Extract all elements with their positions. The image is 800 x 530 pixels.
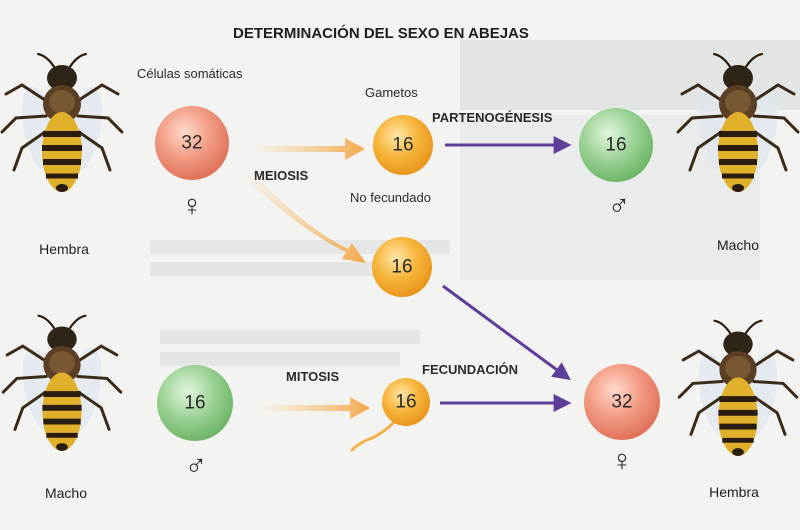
cell-drone-result-count: 16 — [605, 135, 626, 156]
male-symbol-icon: ♂ — [185, 450, 208, 483]
label-fecundacion: FECUNDACIÓN — [422, 362, 518, 377]
bee-female-right-icon — [679, 321, 797, 456]
cell-female-somatic-count: 32 — [181, 133, 202, 154]
cell-egg-unfertilized: 16 — [373, 115, 433, 175]
cell-drone-result: 16 — [579, 108, 653, 182]
label-meiosis: MEIOSIS — [254, 168, 309, 183]
cell-female-result-count: 32 — [611, 392, 632, 413]
arrow-meiosis-to-fertilized-egg — [245, 172, 366, 263]
cell-egg-fertilized: 16 — [372, 237, 432, 297]
arrow-meiosis-to-gamete — [250, 138, 365, 160]
cell-male-somatic-count: 16 — [184, 393, 205, 414]
label-no-fecundado: No fecundado — [350, 190, 431, 205]
cell-egg-fertilized-count: 16 — [391, 257, 412, 278]
cell-egg-unfertilized-count: 16 — [392, 135, 413, 156]
label-mitosis: MITOSIS — [286, 369, 340, 384]
bee-male-left-icon — [3, 316, 121, 451]
cell-sperm-count: 16 — [395, 392, 416, 413]
caption-macho-right: Macho — [717, 237, 759, 253]
cell-sperm: 16 — [382, 378, 430, 426]
sperm-tail — [350, 418, 398, 452]
caption-hembra-left: Hembra — [39, 241, 89, 257]
label-celulas-somaticas: Células somáticas — [137, 66, 243, 81]
arrow-mitosis-to-sperm — [255, 397, 370, 419]
female-symbol-icon: ♀ — [181, 190, 204, 223]
diagram-title: DETERMINACIÓN DEL SEXO EN ABEJAS — [233, 24, 529, 42]
female-symbol-icon: ♀ — [611, 445, 634, 478]
arrow-egg-to-female — [442, 284, 571, 381]
male-symbol-icon: ♂ — [608, 190, 631, 223]
caption-macho-left: Macho — [45, 485, 87, 501]
bee-female-left-icon — [2, 54, 122, 192]
cell-male-somatic: 16 — [157, 365, 233, 441]
cell-female-result: 32 — [584, 364, 660, 440]
label-partenogenesis: PARTENOGÉNESIS — [432, 110, 553, 125]
label-gametos: Gametos — [365, 85, 418, 100]
caption-hembra-right: Hembra — [709, 484, 759, 500]
cell-female-somatic: 32 — [155, 106, 229, 180]
